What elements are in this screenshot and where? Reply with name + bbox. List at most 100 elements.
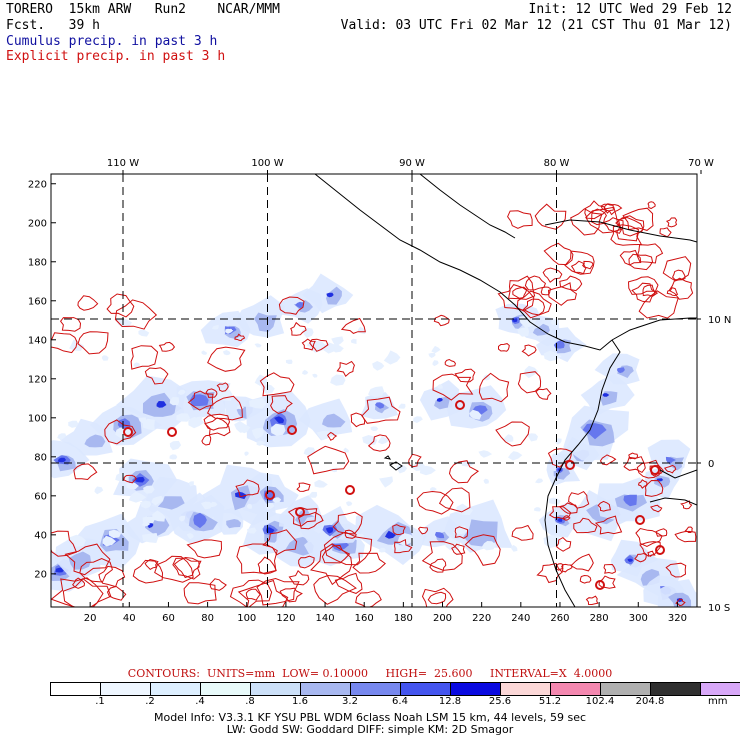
explicit-contour bbox=[628, 253, 654, 271]
cumulus-speckle bbox=[383, 350, 401, 365]
explicit-contour bbox=[173, 556, 200, 579]
explicit-contour bbox=[235, 479, 260, 498]
explicit-contour bbox=[106, 293, 135, 318]
y-tick-label: 200 bbox=[28, 218, 47, 229]
cumulus-intense-cell bbox=[627, 558, 634, 562]
explicit-contour bbox=[561, 563, 573, 573]
colorbar-segment bbox=[101, 683, 151, 695]
explicit-contour bbox=[570, 208, 603, 236]
explicit-contour bbox=[524, 275, 546, 291]
cumulus-speckle bbox=[502, 434, 514, 443]
explicit-contour bbox=[517, 371, 542, 394]
coastline-segment bbox=[611, 317, 697, 341]
explicit-contour bbox=[659, 227, 672, 238]
y-tick-label: 220 bbox=[28, 179, 47, 190]
explicit-contour bbox=[229, 579, 273, 607]
explicit-contour bbox=[543, 242, 574, 266]
cumulus-speckle bbox=[138, 329, 150, 337]
cumulus-speckle bbox=[222, 350, 231, 356]
x-tick-label: 220 bbox=[472, 613, 491, 624]
explicit-contour bbox=[257, 556, 277, 575]
explicit-contour bbox=[540, 286, 552, 296]
cumulus-speckle bbox=[142, 533, 158, 543]
explicit-contour bbox=[323, 531, 373, 566]
explicit-contour bbox=[313, 574, 358, 605]
explicit-contour bbox=[507, 210, 533, 229]
explicit-contour bbox=[64, 543, 111, 576]
explicit-contour bbox=[416, 490, 454, 515]
explicit-contour bbox=[270, 395, 293, 414]
cumulus-moderate-cell bbox=[463, 519, 498, 547]
cumulus-speckle bbox=[143, 485, 155, 494]
cumulus-intense-cell bbox=[326, 292, 334, 298]
explicit-legend-label: Explicit precip. in past 3 h bbox=[6, 49, 226, 64]
x-tick-label: 60 bbox=[162, 613, 175, 624]
explicit-contour bbox=[421, 541, 463, 571]
explicit-contour bbox=[72, 577, 86, 589]
explicit-contour bbox=[144, 367, 169, 385]
explicit-contour bbox=[79, 557, 113, 583]
cumulus-speckle bbox=[535, 478, 544, 484]
colorbar-segment bbox=[351, 683, 401, 695]
explicit-contour bbox=[144, 558, 159, 571]
explicit-contour bbox=[555, 536, 572, 552]
cumulus-heavy-cell bbox=[616, 367, 625, 374]
explicit-contour bbox=[427, 591, 447, 605]
cumulus-intense-cell bbox=[385, 530, 396, 539]
explicit-contour bbox=[51, 530, 78, 557]
explicit-contour bbox=[361, 396, 401, 424]
explicit-contour bbox=[432, 373, 474, 401]
longitude-label: 110 W bbox=[107, 158, 139, 169]
colorbar-label: 1.6 bbox=[292, 696, 308, 707]
cumulus-intense-cell bbox=[55, 567, 65, 573]
colorbar-segment bbox=[51, 683, 101, 695]
cumulus-speckle bbox=[247, 527, 257, 534]
explicit-contour bbox=[77, 295, 99, 311]
explicit-contour bbox=[628, 452, 639, 460]
explicit-contour bbox=[216, 382, 229, 392]
cumulus-heavy-cell bbox=[295, 301, 304, 309]
cumulus-speckle bbox=[196, 416, 203, 421]
latitude-label: 0 bbox=[708, 459, 714, 470]
explicit-contour bbox=[564, 250, 595, 275]
explicit-contour bbox=[392, 524, 406, 536]
cumulus-speckle bbox=[249, 398, 267, 409]
explicit-contour bbox=[123, 474, 137, 484]
x-tick-label: 200 bbox=[433, 613, 452, 624]
x-tick-label: 120 bbox=[276, 613, 295, 624]
cumulus-speckle bbox=[372, 361, 385, 371]
explicit-contour-core bbox=[167, 427, 177, 437]
cumulus-moderate-cell bbox=[157, 496, 185, 510]
cumulus-speckle bbox=[94, 486, 104, 495]
cumulus-precip-shading bbox=[51, 273, 697, 607]
coastline-segment bbox=[419, 174, 516, 239]
explicit-contour bbox=[635, 527, 663, 547]
cumulus-speckle bbox=[244, 451, 249, 457]
explicit-contour bbox=[205, 388, 218, 398]
longitude-label: 80 W bbox=[544, 158, 570, 169]
explicit-contour bbox=[511, 524, 534, 541]
explicit-contour bbox=[234, 333, 246, 342]
explicit-contour bbox=[350, 412, 366, 428]
y-tick-label: 140 bbox=[28, 335, 47, 346]
explicit-contour bbox=[570, 553, 594, 572]
cumulus-speckle bbox=[126, 482, 139, 490]
cumulus-intense-cell bbox=[274, 416, 285, 424]
explicit-contour bbox=[598, 575, 616, 589]
cumulus-speckle bbox=[241, 428, 248, 434]
explicit-contour bbox=[619, 249, 642, 266]
cumulus-speckle bbox=[133, 362, 141, 368]
explicit-contour bbox=[584, 200, 608, 220]
explicit-contour bbox=[394, 538, 413, 554]
x-tick-label: 260 bbox=[550, 613, 569, 624]
explicit-contour-core bbox=[635, 515, 645, 525]
y-tick-label: 20 bbox=[34, 569, 47, 580]
explicit-contour bbox=[559, 275, 583, 292]
explicit-contour bbox=[433, 314, 450, 327]
explicit-contour bbox=[327, 431, 338, 441]
explicit-contour bbox=[534, 203, 567, 230]
cumulus-speckle bbox=[350, 338, 357, 344]
cumulus-speckle bbox=[138, 417, 147, 424]
explicit-contour-core bbox=[650, 465, 660, 475]
explicit-contour bbox=[597, 500, 611, 512]
